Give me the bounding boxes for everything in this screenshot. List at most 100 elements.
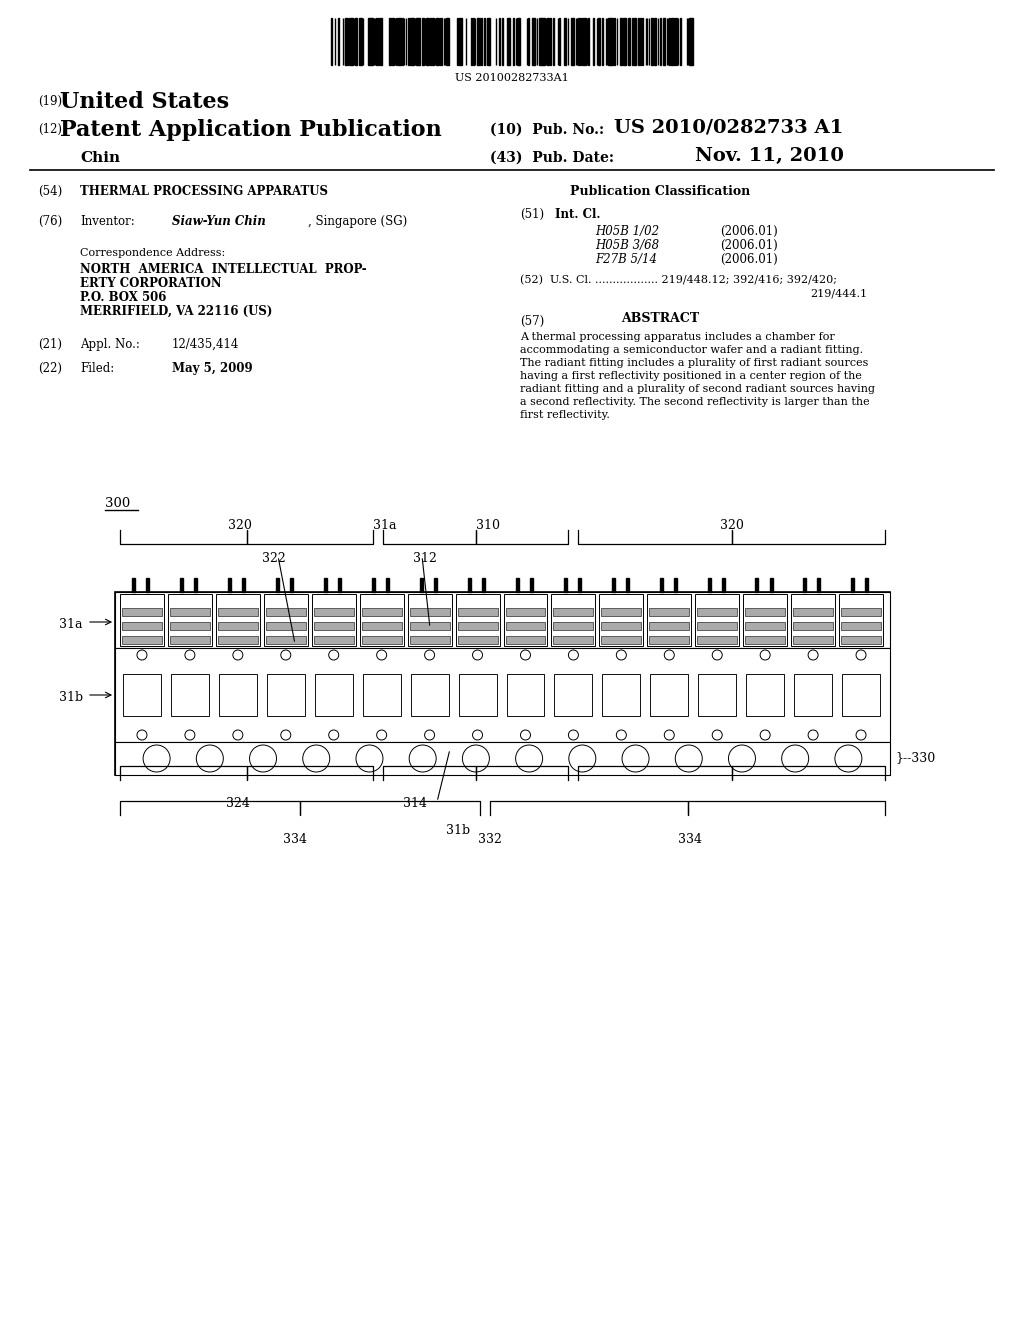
Bar [839,594,883,645]
Bar [804,578,807,591]
Text: 314: 314 [403,797,427,810]
Bar [841,622,881,630]
Bar [674,578,677,591]
Bar [228,578,231,591]
Bar [708,578,711,591]
Bar [601,622,641,630]
Bar [743,594,787,645]
Bar [458,609,498,616]
Text: A thermal processing apparatus includes a chamber for: A thermal processing apparatus includes … [520,333,835,342]
Text: having a first reflectivity positioned in a center region of the: having a first reflectivity positioned i… [520,371,862,381]
Bar [311,594,355,645]
Text: May 5, 2009: May 5, 2009 [172,362,253,375]
Bar [601,636,641,644]
Bar [602,673,640,717]
Text: (76): (76) [38,215,62,228]
Bar [578,578,581,591]
Bar [266,636,306,644]
Bar [506,636,546,644]
Text: accommodating a semiconductor wafer and a radiant fitting.: accommodating a semiconductor wafer and … [520,345,863,355]
Bar [266,622,306,630]
Text: a second reflectivity. The second reflectivity is larger than the: a second reflectivity. The second reflec… [520,397,869,407]
Bar [817,578,820,591]
Bar [458,636,498,644]
Text: (2006.01): (2006.01) [720,253,778,267]
Text: Filed:: Filed: [80,362,115,375]
Bar [115,648,890,742]
Bar [120,594,164,645]
Bar [601,609,641,616]
Text: ERTY CORPORATION: ERTY CORPORATION [80,277,221,290]
Bar [264,594,308,645]
Bar [266,609,306,616]
Text: THERMAL PROCESSING APPARATUS: THERMAL PROCESSING APPARATUS [80,185,328,198]
Bar [219,673,257,717]
Text: 31b: 31b [58,690,83,704]
Bar [115,742,890,775]
Bar [180,578,183,591]
Bar [649,609,689,616]
Bar [267,673,305,717]
Bar [851,578,854,591]
Text: radiant fitting and a plurality of second radiant sources having: radiant fitting and a plurality of secon… [520,384,874,393]
Bar [168,594,212,645]
Bar [146,578,150,591]
Text: 312: 312 [413,552,437,565]
Bar [459,673,497,717]
Bar [745,636,785,644]
Text: first reflectivity.: first reflectivity. [520,411,610,420]
Text: (52)  U.S. Cl. .................. 219/448.12; 392/416; 392/420;: (52) U.S. Cl. .................. 219/448… [520,275,837,285]
Bar [841,609,881,616]
Bar [649,636,689,644]
Text: US 20100282733A1: US 20100282733A1 [455,73,569,83]
Bar [218,636,258,644]
Text: Nov. 11, 2010: Nov. 11, 2010 [695,147,844,165]
Bar [290,578,293,591]
Bar [362,673,400,717]
Bar [795,673,833,717]
Text: (57): (57) [520,315,544,327]
Bar [745,622,785,630]
Bar [504,594,548,645]
Bar [553,636,593,644]
Text: 31a: 31a [374,519,396,532]
Text: NORTH  AMERICA  INTELLECTUAL  PROP-: NORTH AMERICA INTELLECTUAL PROP- [80,263,367,276]
Text: The radiant fitting includes a plurality of first radiant sources: The radiant fitting includes a plurality… [520,358,868,368]
Bar [243,578,245,591]
Text: (22): (22) [38,362,62,375]
Bar [313,636,353,644]
Bar [564,578,566,591]
Bar [411,673,449,717]
Text: Siaw-Yun Chin: Siaw-Yun Chin [172,215,266,228]
Bar [794,622,834,630]
Bar [420,578,423,591]
Text: (2006.01): (2006.01) [720,224,778,238]
Bar [647,594,691,645]
Bar [195,578,198,591]
Text: (43)  Pub. Date:: (43) Pub. Date: [490,150,614,165]
Text: Inventor:: Inventor: [80,215,135,228]
Bar [516,578,519,591]
Bar [361,622,401,630]
Bar [529,578,532,591]
Text: P.O. BOX 506: P.O. BOX 506 [80,290,166,304]
Bar [115,591,890,648]
Text: (54): (54) [38,185,62,198]
Bar [599,594,643,645]
Text: 300: 300 [105,498,130,510]
Bar [506,609,546,616]
Bar [359,594,403,645]
Bar [554,673,592,717]
Text: 324: 324 [226,797,250,810]
Bar [697,622,737,630]
Bar [794,636,834,644]
Text: 334: 334 [678,833,702,846]
Bar [408,594,452,645]
Bar [468,578,471,591]
Text: Correspondence Address:: Correspondence Address: [80,248,225,257]
Text: Int. Cl.: Int. Cl. [555,209,600,220]
Bar [115,591,890,775]
Text: Publication Classification: Publication Classification [570,185,751,198]
Text: (19): (19) [38,95,62,108]
Bar [770,578,772,591]
